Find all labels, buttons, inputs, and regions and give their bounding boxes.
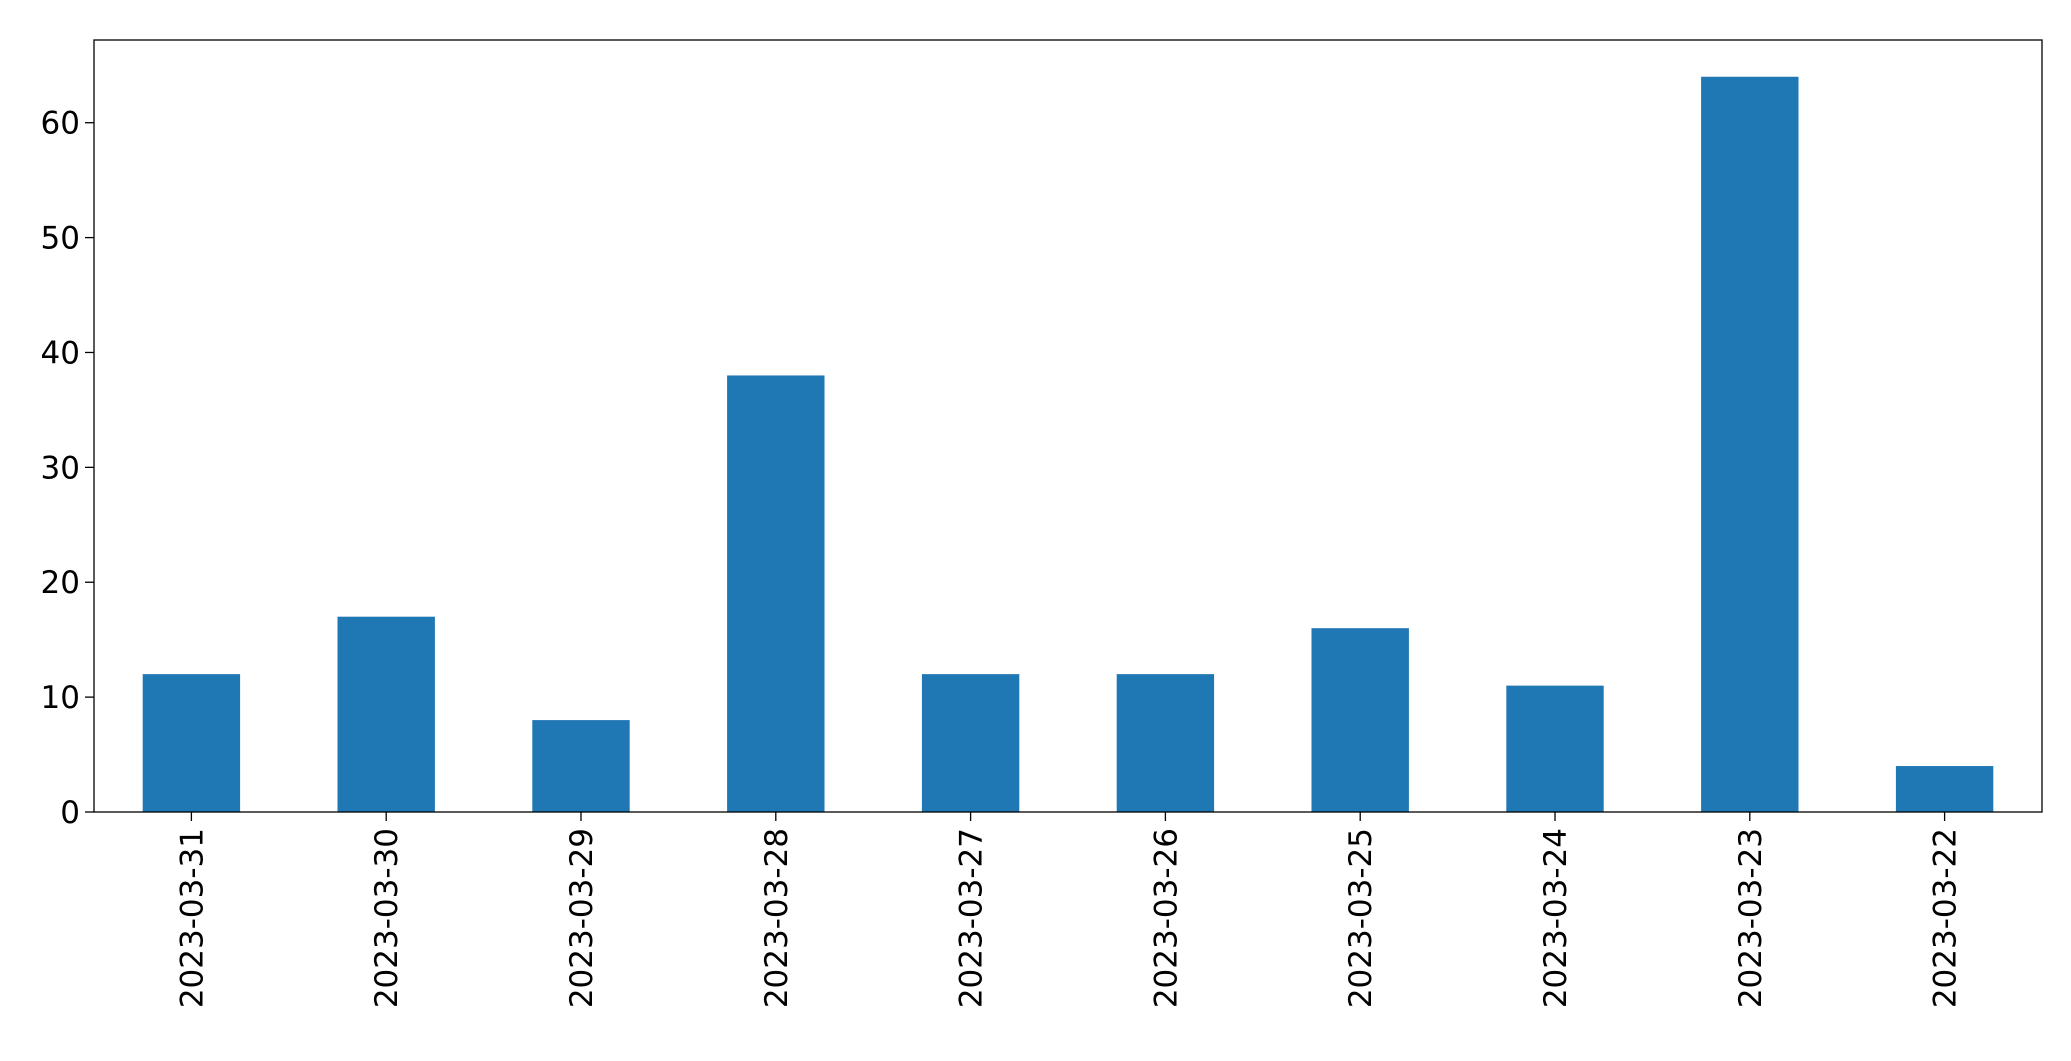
bar [142, 674, 241, 812]
y-tick-label: 10 [41, 680, 80, 716]
bar [1116, 674, 1215, 812]
y-tick-label: 20 [41, 565, 80, 601]
bar [921, 674, 1020, 812]
x-tick-label: 2023-03-26 [1148, 828, 1184, 1008]
bar [337, 616, 435, 812]
y-tick-label: 50 [41, 221, 80, 257]
bar [1701, 76, 1799, 812]
bar [1311, 628, 1409, 812]
x-tick-label: 2023-03-27 [954, 828, 990, 1008]
x-tick-label: 2023-03-25 [1343, 828, 1379, 1008]
bar [1895, 766, 1994, 812]
axes-frame [93, 39, 2043, 813]
bar [1506, 685, 1604, 812]
x-tick-label: 2023-03-28 [759, 828, 795, 1008]
x-tick-label: 2023-03-24 [1538, 828, 1574, 1008]
bar [532, 720, 630, 812]
x-tick-label: 2023-03-22 [1928, 828, 1964, 1008]
y-tick-label: 30 [41, 450, 80, 486]
y-tick-label: 0 [60, 795, 80, 831]
x-tick-label: 2023-03-30 [369, 828, 405, 1008]
x-tick-label: 2023-03-31 [174, 828, 210, 1008]
y-tick-label: 60 [41, 106, 80, 142]
x-tick-label: 2023-03-29 [564, 828, 600, 1008]
bar [727, 375, 825, 812]
x-tick-label: 2023-03-23 [1733, 828, 1769, 1008]
y-tick-label: 40 [41, 335, 80, 371]
